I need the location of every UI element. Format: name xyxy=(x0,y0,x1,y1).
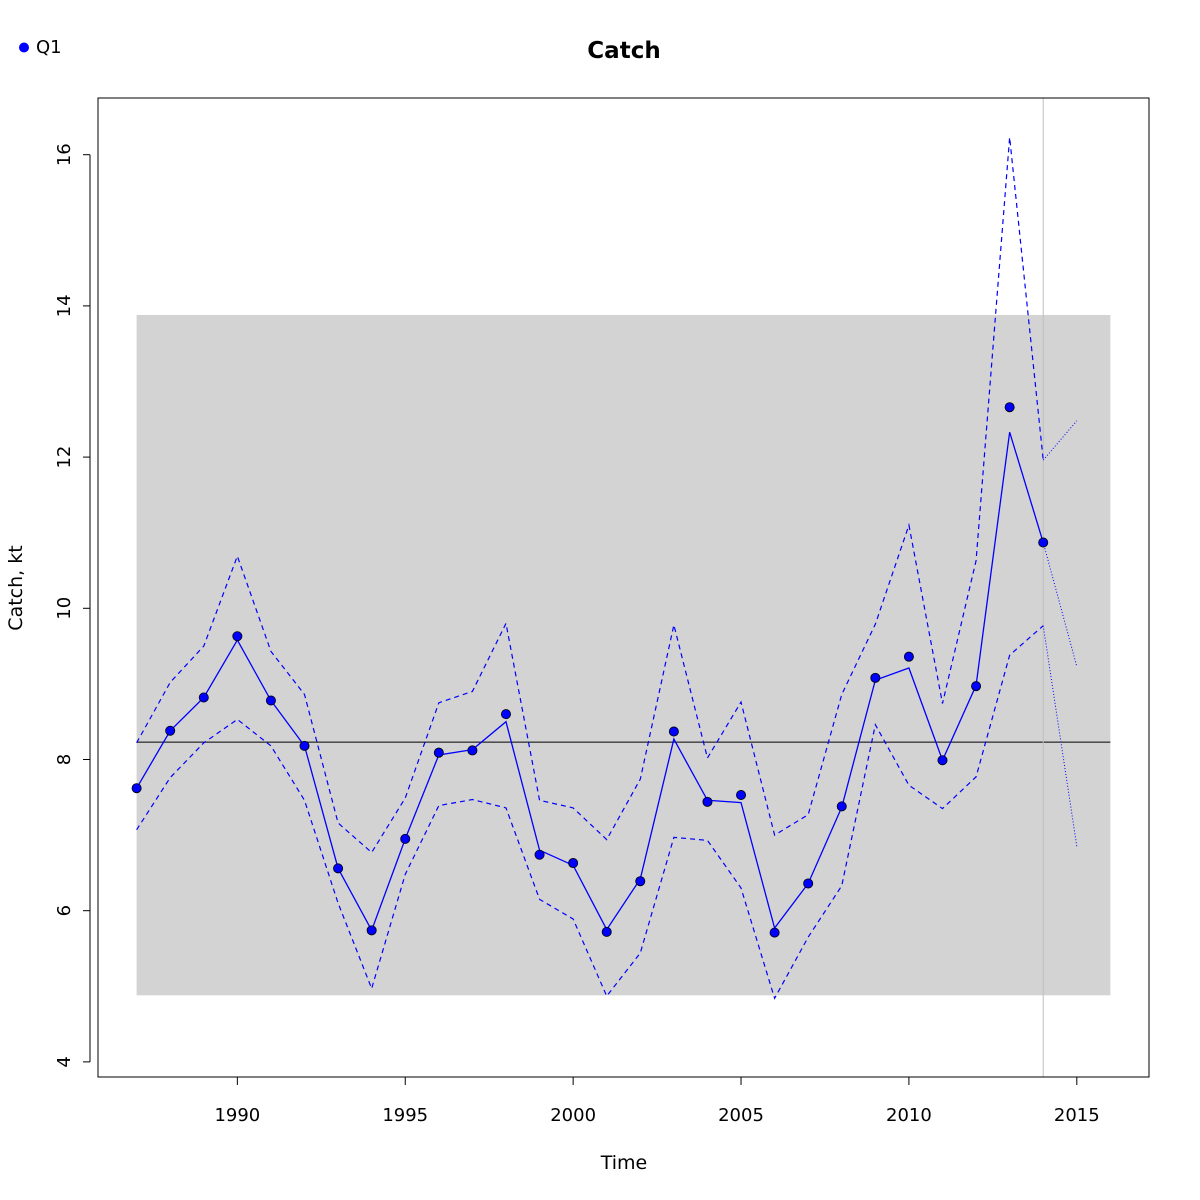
data-point xyxy=(1038,537,1049,548)
data-point xyxy=(903,651,914,662)
y-tick-label: 10 xyxy=(54,597,75,620)
data-point xyxy=(1004,402,1015,413)
data-point xyxy=(635,876,646,887)
data-point xyxy=(668,726,679,737)
data-point xyxy=(265,695,276,706)
data-point xyxy=(736,790,747,801)
y-tick-label: 12 xyxy=(54,446,75,469)
data-point xyxy=(467,745,478,756)
data-point xyxy=(601,926,612,937)
legend: Q1 xyxy=(19,37,62,58)
legend-marker-q1 xyxy=(19,42,29,53)
data-point xyxy=(534,849,545,860)
data-point xyxy=(400,833,411,844)
data-point xyxy=(803,878,814,889)
x-tick-label: 1990 xyxy=(214,1105,260,1126)
plot-area xyxy=(97,97,1150,1078)
data-point xyxy=(198,692,209,703)
data-point xyxy=(232,631,243,642)
x-axis-label: Time xyxy=(600,1152,648,1174)
data-point xyxy=(568,858,579,869)
data-point xyxy=(937,755,948,766)
y-axis-label: Catch, kt xyxy=(5,545,27,630)
x-axis: 1990 1995 2000 2005 2010 2015 xyxy=(214,1076,1100,1126)
upper-bound-line xyxy=(136,137,1044,854)
y-tick-label: 4 xyxy=(54,1056,75,1067)
projection-lower-line xyxy=(1042,625,1078,847)
data-point xyxy=(366,925,377,936)
data-point xyxy=(433,747,444,758)
fit-line xyxy=(136,431,1044,932)
x-tick-label: 1995 xyxy=(382,1105,428,1126)
data-point xyxy=(836,801,847,812)
y-tick-label: 16 xyxy=(54,143,75,166)
x-tick-label: 2015 xyxy=(1054,1105,1100,1126)
range-band xyxy=(136,314,1111,996)
data-point xyxy=(971,681,982,692)
data-point xyxy=(500,709,511,720)
chart-title: Catch xyxy=(587,38,660,64)
x-tick-label: 2000 xyxy=(550,1105,596,1126)
data-point xyxy=(702,796,713,807)
lower-bound-line xyxy=(136,625,1044,1000)
y-axis: 4 6 8 10 12 14 16 xyxy=(54,143,99,1068)
x-tick-label: 2005 xyxy=(718,1105,764,1126)
data-point xyxy=(333,863,344,874)
y-tick-label: 6 xyxy=(54,905,75,916)
y-tick-label: 8 xyxy=(54,754,75,765)
data-point xyxy=(870,672,881,683)
data-point xyxy=(131,783,142,794)
x-tick-label: 2010 xyxy=(886,1105,932,1126)
y-tick-label: 14 xyxy=(54,294,75,317)
data-point xyxy=(769,927,780,938)
legend-label-q1: Q1 xyxy=(36,37,62,58)
projection-mid-line xyxy=(1042,542,1078,667)
data-point xyxy=(165,725,176,736)
data-point xyxy=(299,740,310,751)
